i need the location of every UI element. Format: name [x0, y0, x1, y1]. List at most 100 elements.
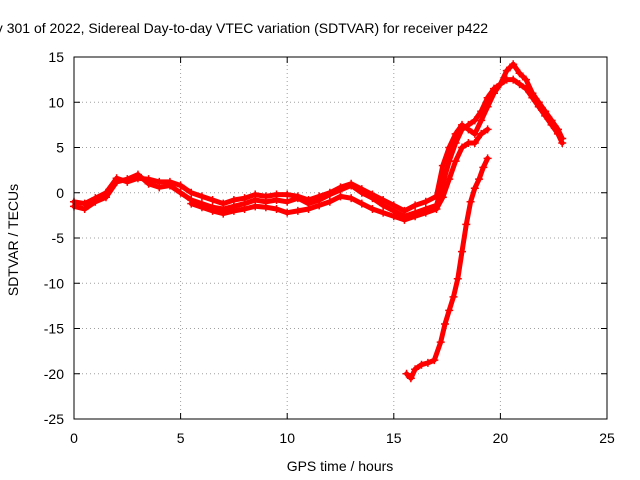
data-point-marker	[251, 190, 260, 199]
data-point-marker	[477, 129, 486, 138]
data-point-marker	[449, 292, 458, 301]
data-point-marker	[325, 188, 334, 197]
data-point-marker	[197, 192, 206, 201]
grid-lines	[74, 57, 607, 419]
y-tick-label: -15	[44, 321, 64, 337]
data-point-marker	[479, 163, 488, 172]
data-point-marker	[423, 358, 432, 367]
data-point-marker	[123, 177, 132, 186]
data-point-marker	[389, 212, 398, 221]
data-point-marker	[187, 188, 196, 197]
data-point-marker	[219, 199, 228, 208]
data-point-marker	[357, 185, 366, 194]
series-track-secondary	[70, 60, 567, 215]
data-point-marker	[553, 125, 562, 134]
data-point-marker	[421, 208, 430, 217]
y-tick-label: 15	[48, 49, 64, 65]
y-tick-label: -10	[44, 275, 64, 291]
data-point-marker	[133, 174, 142, 183]
data-point-marker	[261, 192, 270, 201]
y-tick-label: 10	[48, 94, 64, 110]
data-point-marker	[229, 206, 238, 215]
x-tick-label: 0	[70, 430, 78, 446]
data-point-marker	[347, 179, 356, 188]
data-point-marker	[357, 199, 366, 208]
data-point-marker	[445, 306, 454, 315]
data-point-marker	[515, 69, 524, 78]
data-point-marker	[325, 197, 334, 206]
data-point-marker	[470, 138, 479, 147]
series-track-lower	[187, 125, 492, 224]
x-tick-label: 10	[279, 430, 295, 446]
data-point-marker	[432, 205, 441, 214]
data-point-marker	[400, 206, 409, 215]
axis-ticks: 0 5 10 15 20 25 -25 -20 -15 -10 -5 0 5 10 15	[44, 49, 615, 446]
data-point-marker	[445, 143, 454, 152]
data-point-marker	[515, 80, 524, 89]
data-point-marker	[402, 369, 411, 378]
data-point-marker	[155, 177, 164, 186]
x-tick-label: 25	[599, 430, 615, 446]
data-point-marker	[379, 195, 388, 204]
data-point-marker	[458, 247, 467, 256]
y-tick-label: -25	[44, 411, 64, 427]
data-point-marker	[558, 134, 567, 143]
data-point-marker	[208, 195, 217, 204]
data-point-marker	[547, 116, 556, 125]
data-point-marker	[490, 89, 499, 98]
y-axis-label: SDTVAR / TECUs	[5, 184, 21, 296]
data-point-marker	[293, 206, 302, 215]
data-point-marker	[91, 194, 100, 203]
data-point-marker	[496, 80, 505, 89]
data-point-marker	[438, 161, 447, 170]
data-point-marker	[208, 206, 217, 215]
data-point-marker	[272, 190, 281, 199]
data-point-marker	[251, 202, 260, 211]
data-point-marker	[101, 188, 110, 197]
data-point-marker	[453, 274, 462, 283]
data-point-marker	[347, 194, 356, 203]
data-point-marker	[315, 201, 324, 210]
data-point-marker	[432, 192, 441, 201]
data-point-marker	[272, 205, 281, 214]
data-point-marker	[458, 120, 467, 129]
y-tick-label: 5	[56, 140, 64, 156]
data-point-marker	[400, 215, 409, 224]
data-point-marker	[458, 143, 467, 152]
data-point-marker	[421, 197, 430, 206]
data-point-marker	[483, 125, 492, 134]
data-point-marker	[229, 195, 238, 204]
chart-title: Day 301 of 2022, Sidereal Day-to-day VTE…	[0, 20, 488, 36]
data-point-marker	[304, 205, 313, 214]
data-point-marker	[464, 125, 473, 134]
data-point-marker	[336, 192, 345, 201]
data-point-marker	[417, 360, 426, 369]
data-point-marker	[336, 183, 345, 192]
data-point-marker	[197, 203, 206, 212]
data-point-marker	[368, 190, 377, 199]
data-point-marker	[470, 184, 479, 193]
data-point-marker	[477, 116, 486, 125]
y-tick-label: -20	[44, 366, 64, 382]
data-point-marker	[502, 66, 511, 75]
data-point-marker	[411, 212, 420, 221]
data-point-marker	[509, 75, 518, 84]
x-tick-label: 15	[386, 430, 402, 446]
data-point-marker	[219, 209, 228, 218]
data-point-marker	[283, 190, 292, 199]
data-point-marker	[406, 374, 415, 383]
data-point-marker	[462, 220, 471, 229]
data-point-marker	[451, 157, 460, 166]
data-point-marker	[528, 89, 537, 98]
data-point-marker	[411, 365, 420, 374]
data-point-marker	[379, 208, 388, 217]
data-point-marker	[509, 60, 518, 69]
x-tick-label: 5	[177, 430, 185, 446]
data-point-marker	[283, 208, 292, 217]
y-tick-label: -5	[52, 230, 65, 246]
data-point-marker	[283, 197, 292, 206]
data-point-marker	[240, 205, 249, 214]
data-point-marker	[368, 205, 377, 214]
data-point-marker	[176, 188, 185, 197]
